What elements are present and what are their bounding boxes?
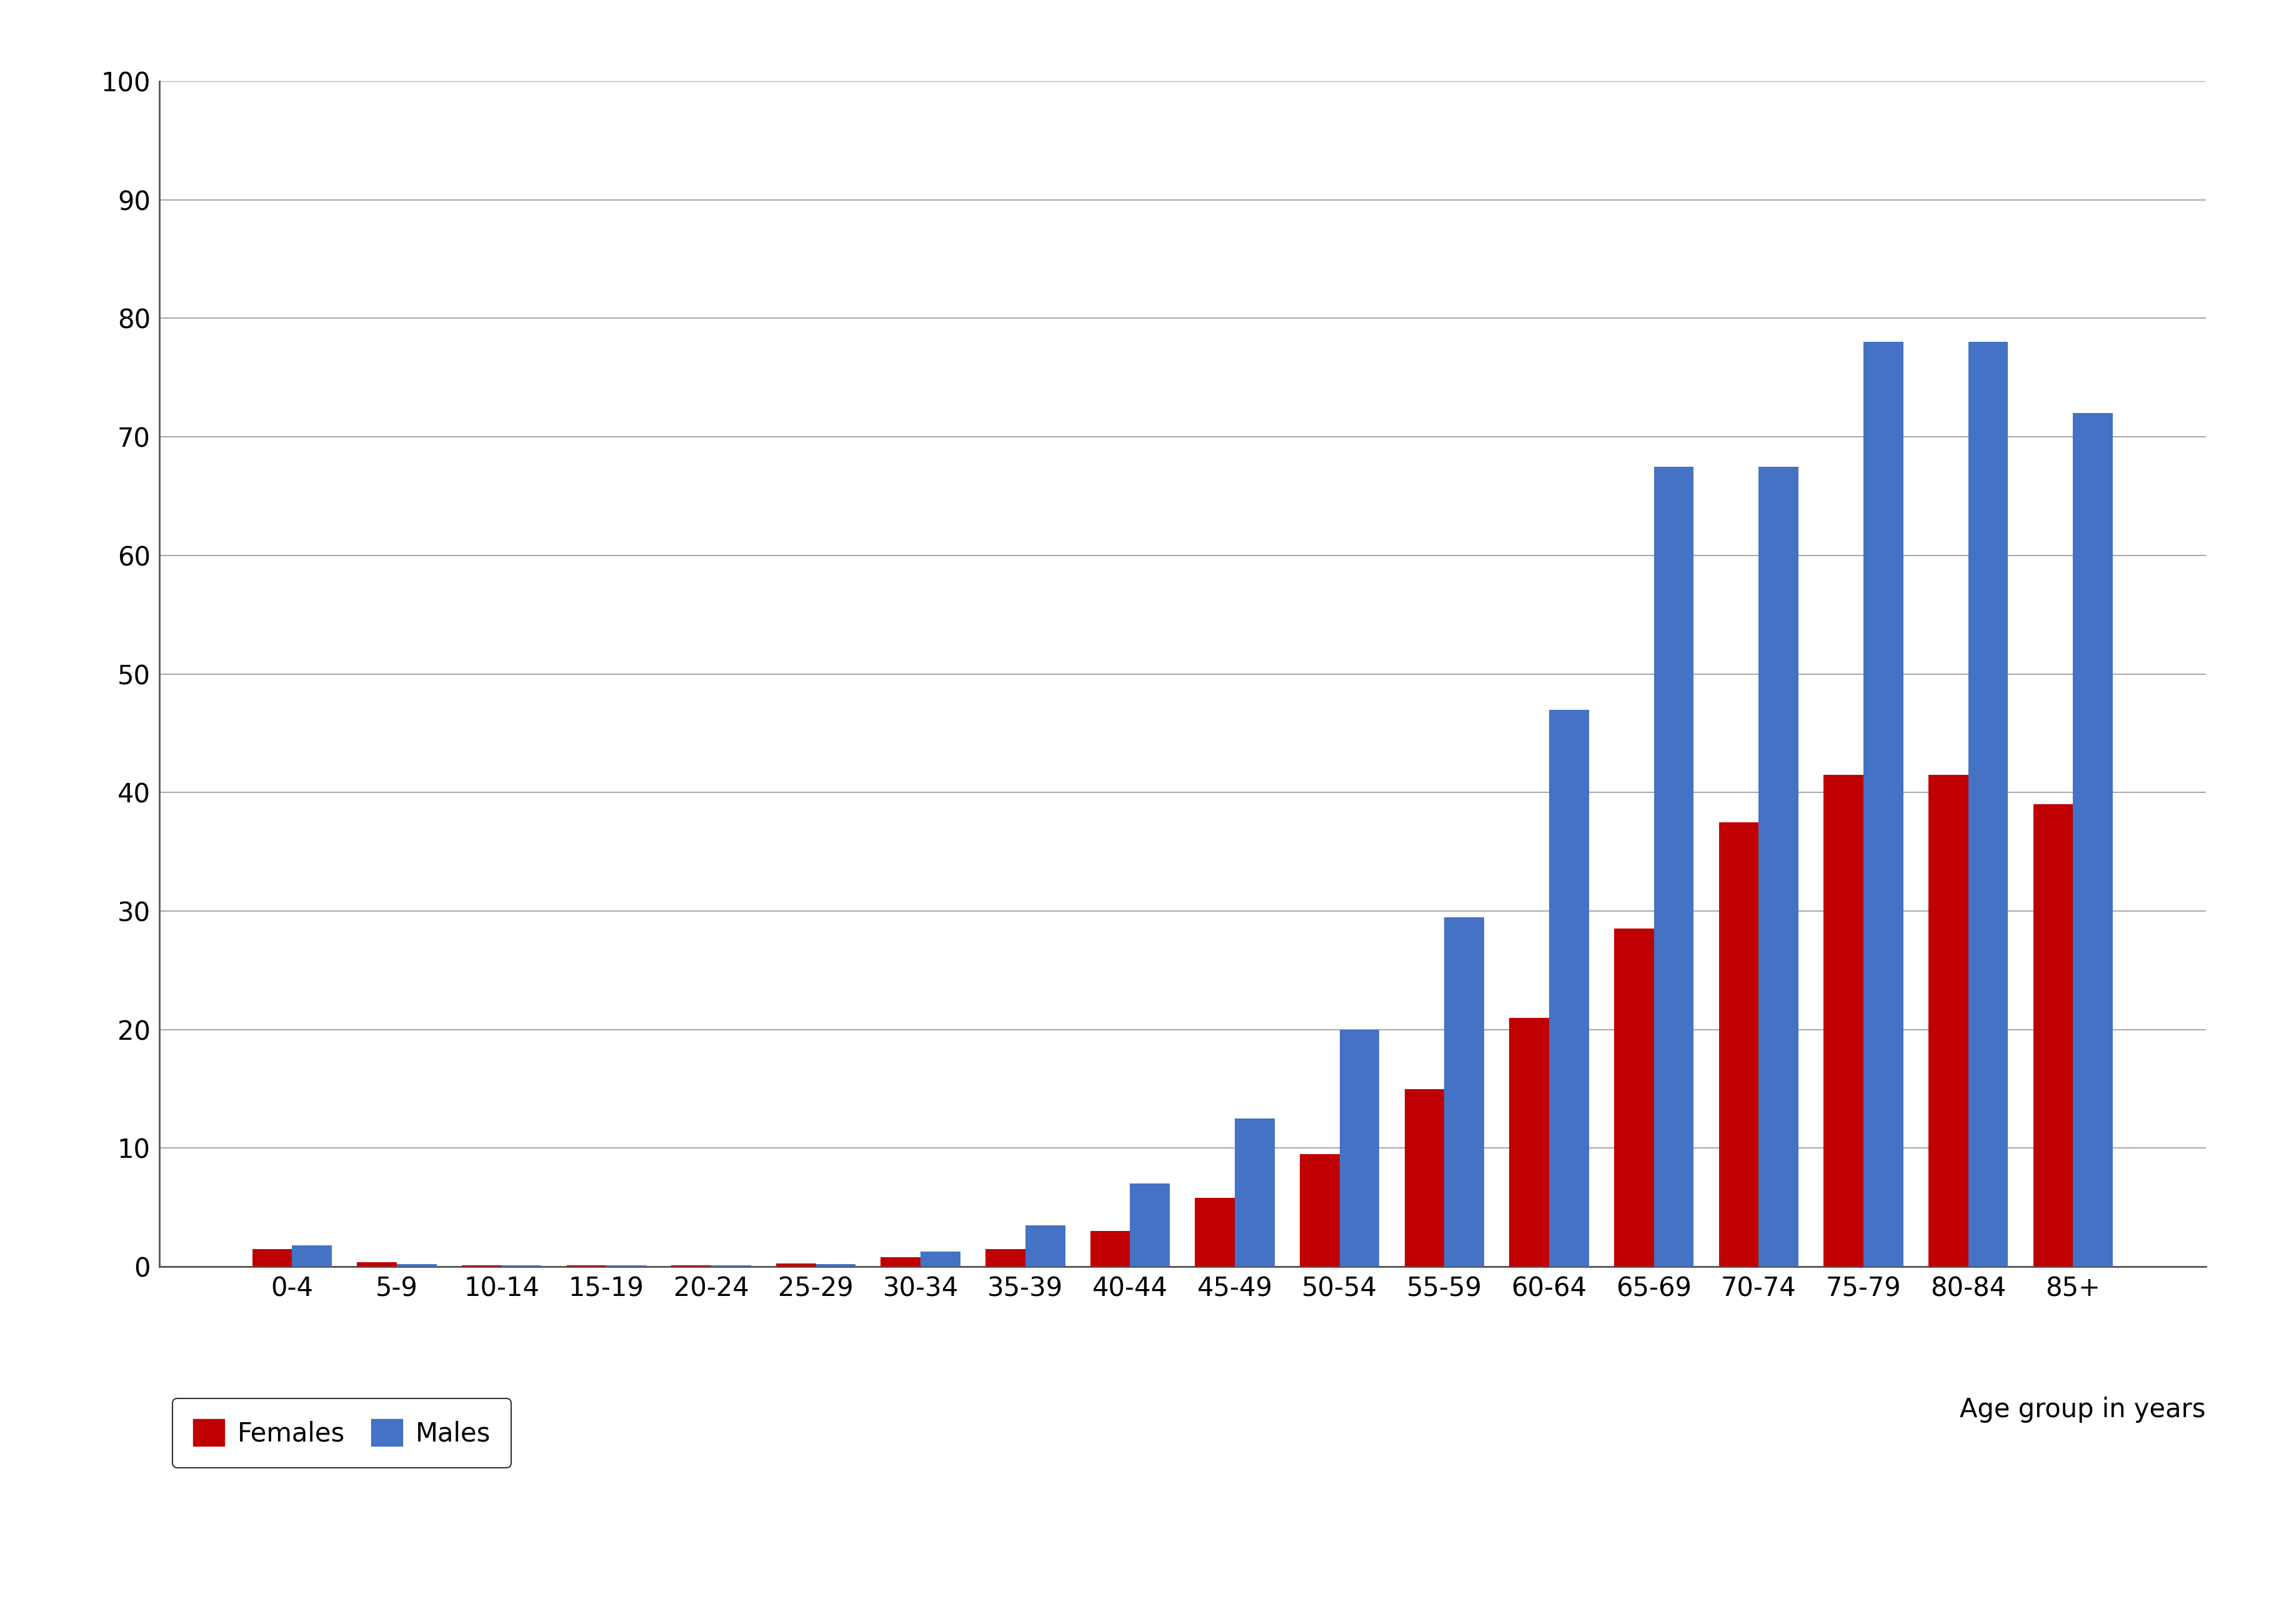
Bar xyxy=(1089,1231,1130,1267)
Bar xyxy=(291,1246,332,1267)
Bar xyxy=(1928,775,1969,1267)
Bar xyxy=(2074,412,2113,1267)
Bar xyxy=(1405,1088,1444,1267)
Bar xyxy=(1339,1030,1380,1267)
Bar xyxy=(2033,804,2074,1267)
Bar xyxy=(1196,1199,1235,1267)
Bar xyxy=(880,1257,921,1267)
Bar xyxy=(252,1249,291,1267)
Bar xyxy=(1824,775,1862,1267)
Bar xyxy=(816,1265,855,1267)
Bar xyxy=(1758,466,1799,1267)
Bar xyxy=(1510,1018,1549,1267)
Bar xyxy=(1549,710,1590,1267)
Bar xyxy=(775,1263,816,1267)
Bar xyxy=(357,1262,396,1267)
Bar xyxy=(1615,929,1653,1267)
Bar xyxy=(1130,1184,1169,1267)
Bar xyxy=(1862,343,1903,1267)
Text: Age group in years: Age group in years xyxy=(1960,1397,2206,1423)
Bar xyxy=(921,1252,960,1267)
Bar xyxy=(1719,822,1758,1267)
Bar xyxy=(1444,918,1485,1267)
Bar xyxy=(985,1249,1026,1267)
Bar xyxy=(1026,1224,1064,1267)
Bar xyxy=(1301,1155,1339,1267)
Bar xyxy=(1969,343,2008,1267)
Legend: Females, Males: Females, Males xyxy=(173,1398,512,1468)
Bar xyxy=(1653,466,1694,1267)
Bar xyxy=(1235,1119,1276,1267)
Bar xyxy=(396,1265,437,1267)
